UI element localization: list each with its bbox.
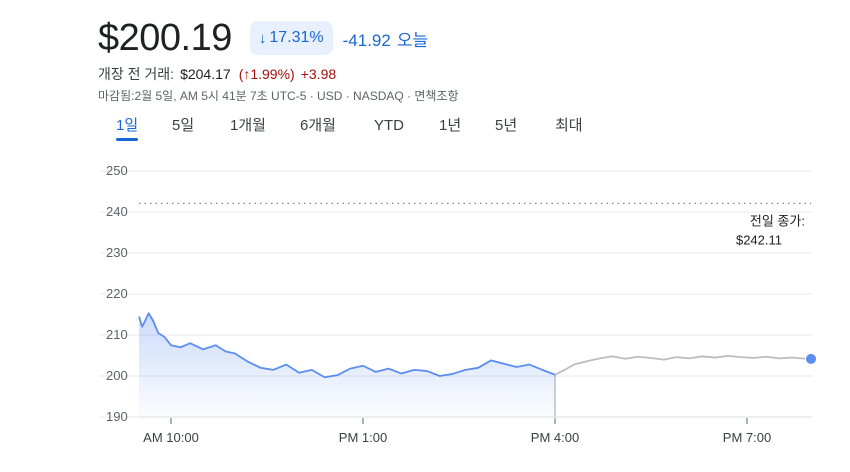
premarket-price: $204.17: [180, 66, 231, 82]
market-status-line: 마감됨:2월 5일, AM 5시 41분 7초 UTC-5 · USD · NA…: [98, 89, 459, 103]
x-tick-label: AM 10:00: [143, 430, 199, 445]
previous-close-value: $242.11: [736, 232, 782, 247]
premarket-label: 개장 전 거래:: [98, 66, 175, 82]
tab-ytd[interactable]: YTD: [374, 117, 404, 134]
tab-5y[interactable]: 5년: [495, 117, 518, 134]
change-value: -41.92: [342, 30, 391, 50]
premarket-percent: (↑1.99%): [238, 66, 295, 82]
change-percent-badge: ↓ 17.31%: [249, 21, 333, 55]
current-price: $200.19: [98, 17, 232, 59]
y-tick-label: 220: [106, 286, 128, 301]
tab-6m[interactable]: 6개월: [300, 117, 336, 134]
y-tick-label: 230: [106, 245, 128, 260]
x-tick-label: PM 1:00: [339, 430, 387, 445]
change-percent: 17.31%: [269, 29, 324, 46]
y-tick-label: 190: [106, 409, 128, 424]
premarket-change: +3.98: [300, 66, 337, 82]
regular-session-area: [139, 313, 555, 417]
arrow-down-icon: ↓: [258, 29, 267, 47]
previous-close-label: 전일 종가:: [750, 213, 805, 228]
tab-5d[interactable]: 5일: [172, 117, 195, 134]
price-chart[interactable]: 190 200 210 220 230 240 250 AM 10:00 PM 1:00 PM 4…: [0, 150, 850, 472]
change-period: 오늘: [396, 30, 429, 50]
last-price-dot: [805, 352, 817, 365]
y-tick-label: 200: [106, 368, 128, 383]
y-tick-label: 250: [106, 163, 128, 178]
quote-header: $200.19 ↓ 17.31% -41.92 오늘: [98, 16, 428, 60]
regular-session-line: [138, 312, 556, 379]
tab-max[interactable]: 최대: [555, 117, 583, 134]
change-absolute: -41.92 오늘: [343, 26, 428, 51]
y-tick-label: 210: [106, 327, 128, 342]
tab-1d[interactable]: 1일: [116, 116, 139, 141]
premarket-row: 개장 전 거래: $204.17 (↑1.99%) +3.98: [98, 64, 336, 84]
x-tick-label: PM 4:00: [531, 430, 579, 445]
after-hours-line: [554, 355, 812, 376]
y-tick-label: 240: [106, 204, 128, 219]
tab-1m[interactable]: 1개월: [230, 117, 266, 134]
x-tick-label: PM 7:00: [723, 430, 771, 445]
tab-1y[interactable]: 1년: [439, 117, 462, 134]
